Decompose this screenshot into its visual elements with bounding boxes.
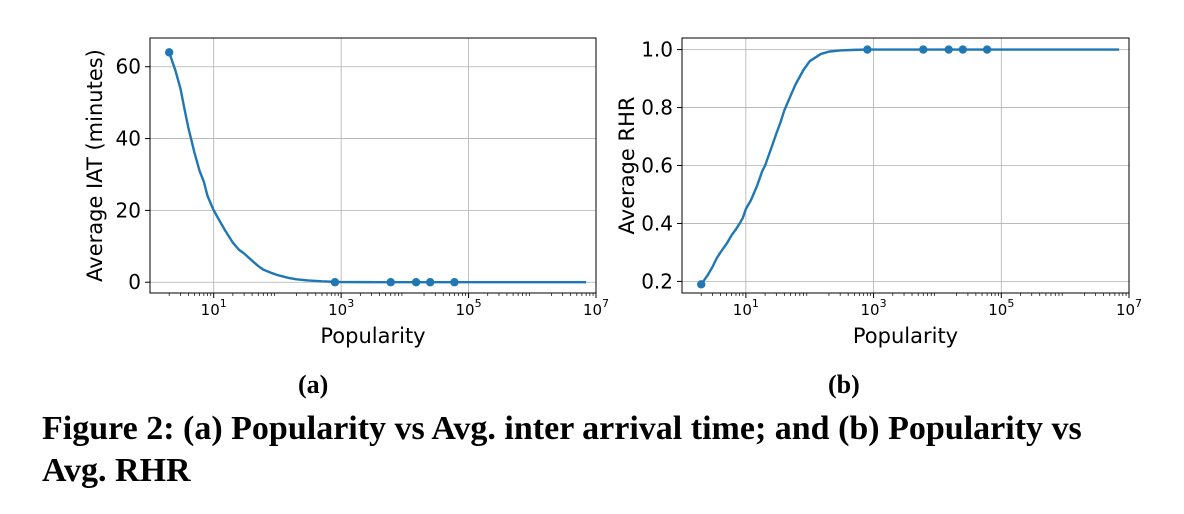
y-tick-label: 0.8 — [641, 96, 673, 120]
y-axis-label: Average RHR — [615, 97, 639, 235]
y-tick-label: 60 — [116, 55, 141, 79]
y-tick-label: 0 — [128, 270, 141, 294]
y-tick-label: 0.6 — [641, 154, 673, 178]
chart-b: 101 103 105 107 0.2 0.4 0.6 0.8 1.0 Popularity Ave… — [610, 0, 1142, 350]
x-tick-label: 107 — [583, 297, 609, 319]
x-tick-label: 101 — [201, 297, 227, 319]
y-tick-label: 1.0 — [641, 38, 673, 62]
x-tick-label: 103 — [328, 297, 354, 319]
y-tick-label: 0.4 — [641, 211, 673, 235]
data-point-marker — [982, 45, 992, 54]
data-point-marker — [330, 278, 340, 287]
subfigure-label-b: (b) — [828, 370, 860, 399]
x-axis-label: Popularity — [853, 324, 958, 348]
chart-b-svg: 101 103 105 107 0.2 0.4 0.6 0.8 1.0 Popularity Ave… — [615, 37, 1142, 348]
data-point-marker — [958, 45, 968, 54]
x-tick-label: 101 — [733, 297, 759, 319]
x-tick-label: 105 — [988, 297, 1014, 319]
x-tick-label: 107 — [1116, 297, 1142, 319]
series-line — [168, 51, 587, 284]
data-point-marker — [411, 278, 421, 287]
chart-a: 101 103 105 107 0 20 40 60 Popularity Average IAT… — [80, 0, 609, 350]
data-point-marker — [944, 45, 953, 54]
data-point-marker — [450, 278, 459, 287]
chart-a-svg: 101 103 105 107 0 20 40 60 Popularity Average IAT… — [83, 37, 609, 348]
data-point-marker — [426, 278, 435, 287]
y-axis-label: Average IAT (minutes) — [83, 49, 107, 282]
figure-caption: Figure 2: (a) Popularity vs Avg. inter a… — [42, 410, 1082, 489]
series-line — [700, 48, 1120, 286]
x-tick-label: 103 — [861, 297, 887, 319]
x-axis-label: Popularity — [320, 324, 425, 348]
subfigure-label-a: (a) — [298, 370, 329, 399]
plot-frame — [149, 37, 597, 294]
data-point-marker — [919, 45, 928, 54]
y-tick-label: 0.2 — [641, 269, 673, 293]
y-tick-label: 40 — [116, 127, 141, 151]
x-tick-label: 105 — [456, 297, 482, 319]
data-point-marker — [863, 45, 872, 54]
data-point-marker — [164, 48, 174, 57]
data-point-marker — [697, 280, 706, 289]
y-tick-label: 20 — [116, 198, 141, 222]
data-point-marker — [386, 278, 395, 287]
